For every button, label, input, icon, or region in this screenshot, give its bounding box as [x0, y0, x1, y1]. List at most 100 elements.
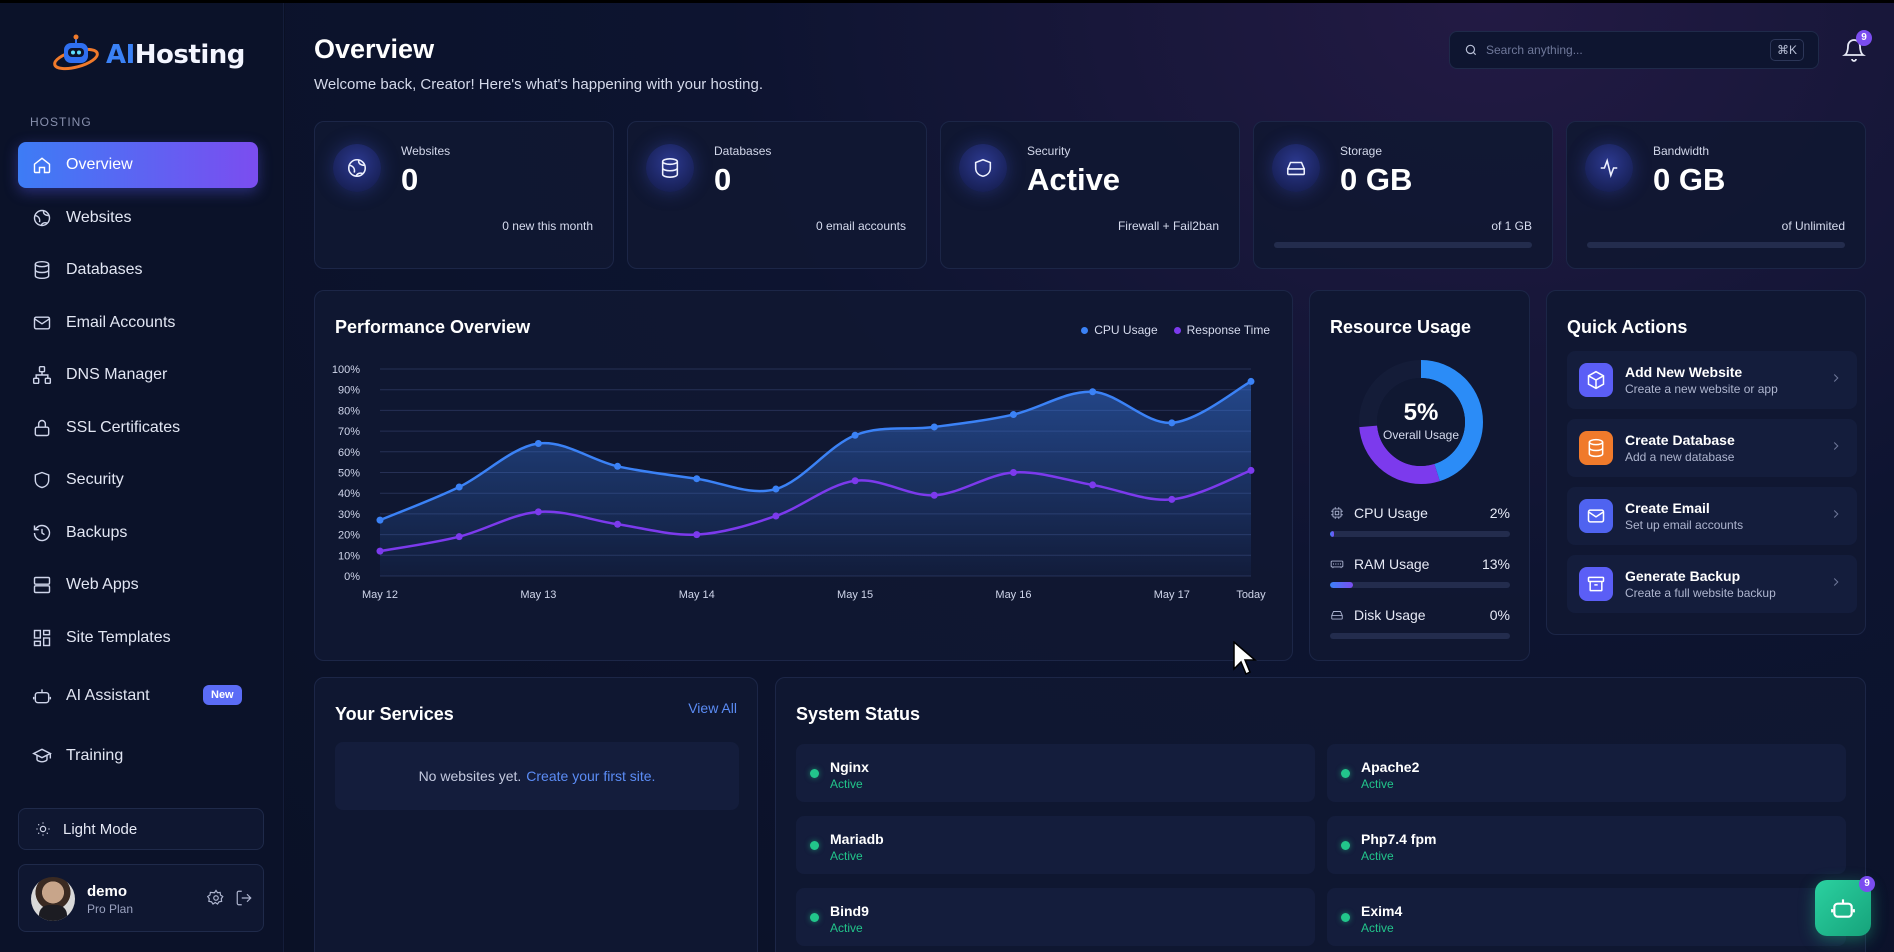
- cpu-usage-point: [772, 485, 780, 493]
- hard-drive-icon: [1272, 144, 1320, 192]
- stat-card-storage[interactable]: Storage 0 GB of 1 GB: [1253, 121, 1553, 269]
- create-first-site-link[interactable]: Create your first site.: [526, 768, 656, 784]
- archive-icon: [1579, 567, 1613, 601]
- stat-note: of 1 GB: [1491, 219, 1532, 233]
- sidebar-item-databases[interactable]: Databases: [18, 247, 258, 293]
- service-name: Exim4: [1361, 903, 1403, 919]
- generate-backup-button[interactable]: Generate Backup Create a full website ba…: [1567, 555, 1857, 613]
- sidebar-item-ai-assistant[interactable]: AI Assistant New: [18, 673, 258, 719]
- quick-actions-card: Quick Actions Add New Website Create a n…: [1546, 290, 1866, 635]
- stat-card-bandwidth[interactable]: Bandwidth 0 GB of Unlimited: [1566, 121, 1866, 269]
- cpu-usage-point: [1168, 419, 1176, 427]
- brand-name: AIHosting: [106, 40, 245, 70]
- quick-actions-title: Quick Actions: [1567, 317, 1688, 337]
- stat-value: 0: [714, 162, 732, 197]
- status-dot: [810, 769, 819, 778]
- x-tick-label: May 17: [1154, 589, 1190, 601]
- stat-label: Websites: [401, 144, 451, 158]
- legend-response-time[interactable]: Response Time: [1173, 323, 1270, 337]
- y-tick-label: 20%: [338, 530, 360, 542]
- x-tick-label: May 12: [362, 589, 398, 601]
- top-border: [0, 0, 1894, 3]
- sidebar-item-security[interactable]: Security: [18, 457, 258, 503]
- user-card: demo Pro Plan: [18, 864, 264, 932]
- database-icon: [1579, 431, 1613, 465]
- x-tick-label: May 16: [995, 589, 1031, 601]
- create-database-button[interactable]: Create Database Add a new database: [1567, 419, 1857, 477]
- service-state: Active: [830, 777, 863, 791]
- mail-icon: [33, 315, 51, 330]
- status-dot: [1341, 913, 1350, 922]
- network-icon: [32, 365, 52, 385]
- service-state: Active: [830, 849, 863, 863]
- light-mode-toggle[interactable]: Light Mode: [18, 808, 264, 850]
- status-dot: [810, 841, 819, 850]
- view-all-link[interactable]: View All: [688, 700, 737, 716]
- sidebar-item-dns-manager[interactable]: DNS Manager: [18, 352, 258, 398]
- cpu-area-fill: [380, 381, 1251, 576]
- search-bar[interactable]: ⌘K: [1449, 31, 1819, 69]
- y-tick-label: 100%: [332, 364, 360, 376]
- sidebar-item-web-apps[interactable]: Web Apps: [18, 562, 258, 608]
- brand-logo[interactable]: AIHosting: [52, 33, 245, 77]
- logout-icon[interactable]: [235, 889, 253, 907]
- y-tick-label: 90%: [338, 385, 360, 397]
- status-dot: [810, 913, 819, 922]
- chart-legend: CPU Usage Response Time: [1081, 323, 1270, 337]
- history-icon: [33, 524, 51, 541]
- settings-gear-icon[interactable]: [207, 889, 225, 907]
- notifications-button[interactable]: 9: [1842, 30, 1872, 62]
- sidebar-item-backups[interactable]: Backups: [18, 510, 258, 556]
- sidebar-item-email-accounts[interactable]: Email Accounts: [18, 300, 258, 346]
- system-status-title: System Status: [796, 704, 921, 724]
- y-tick-label: 30%: [338, 509, 360, 521]
- search-input[interactable]: [1486, 43, 1756, 57]
- service-status-item: Apache2 Active: [1327, 744, 1846, 802]
- your-services-title: Your Services: [335, 704, 454, 724]
- cpu-usage-point: [930, 423, 938, 431]
- mail-icon: [1579, 499, 1613, 533]
- sidebar-item-label: Overview: [66, 156, 133, 173]
- sidebar-item-ssl-certificates[interactable]: SSL Certificates: [18, 405, 258, 451]
- sidebar-item-websites[interactable]: Websites: [18, 195, 258, 241]
- bell-icon: [1842, 39, 1866, 62]
- response-time-point: [1247, 466, 1255, 474]
- add-new-website-button[interactable]: Add New Website Create a new website or …: [1567, 351, 1857, 409]
- legend-cpu[interactable]: CPU Usage: [1081, 323, 1158, 337]
- stat-note: 0 email accounts: [815, 219, 906, 233]
- x-tick-label: Today: [1236, 589, 1266, 601]
- fab-badge: 9: [1859, 876, 1875, 892]
- quick-action-title: Create Email: [1625, 500, 1710, 516]
- sidebar-item-label: AI Assistant: [66, 686, 150, 704]
- sidebar-item-training[interactable]: Training: [18, 733, 258, 779]
- stat-card-websites[interactable]: Websites 0 0 new this month: [314, 121, 614, 269]
- stat-card-databases[interactable]: Databases 0 0 email accounts: [627, 121, 927, 269]
- sidebar-item-label: Email Accounts: [66, 313, 176, 331]
- quick-action-subtitle: Create a full website backup: [1625, 586, 1776, 600]
- y-tick-label: 50%: [338, 468, 360, 480]
- stat-note: Firewall + Fail2ban: [1117, 219, 1219, 233]
- robot-icon: [1831, 899, 1855, 918]
- avatar[interactable]: [31, 877, 75, 921]
- y-tick-label: 0%: [344, 571, 360, 583]
- service-state: Active: [1361, 921, 1394, 935]
- service-name: Bind9: [830, 903, 869, 919]
- graduation-cap-icon: [32, 748, 52, 763]
- page-title: Overview: [314, 34, 435, 64]
- notification-count-badge: 9: [1856, 30, 1872, 46]
- status-dot: [1341, 769, 1350, 778]
- search-icon: [1465, 44, 1477, 56]
- y-tick-label: 80%: [338, 405, 360, 417]
- cpu-usage-point: [1089, 388, 1097, 396]
- server-icon: [33, 576, 51, 594]
- x-tick-label: May 15: [837, 589, 873, 601]
- create-email-button[interactable]: Create Email Set up email accounts: [1567, 487, 1857, 545]
- sidebar-item-overview[interactable]: Overview: [18, 142, 258, 188]
- sidebar-item-site-templates[interactable]: Site Templates: [18, 615, 258, 661]
- service-name: Php7.4 fpm: [1361, 831, 1437, 847]
- overall-usage-donut: [1359, 360, 1483, 484]
- stat-card-security[interactable]: Security Active Firewall + Fail2ban: [940, 121, 1240, 269]
- response-time-point: [772, 512, 780, 520]
- stat-value: 0 GB: [1653, 162, 1726, 197]
- sidebar-item-label: Websites: [66, 208, 132, 226]
